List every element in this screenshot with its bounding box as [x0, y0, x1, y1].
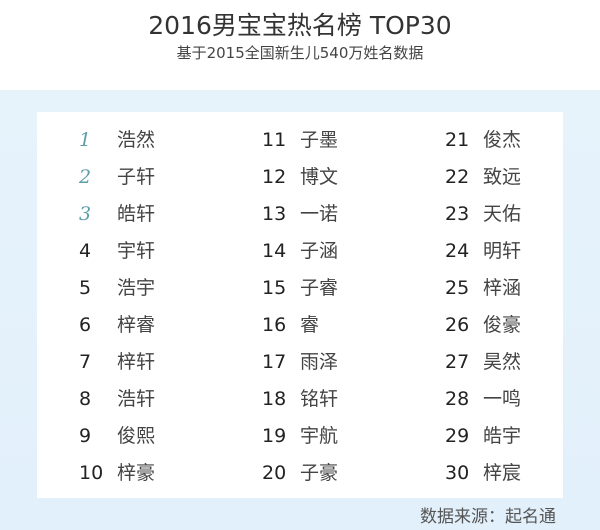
baby-name: 俊豪 — [483, 314, 522, 336]
rank-number: 16 — [262, 314, 287, 336]
rank-number: 9 — [79, 425, 92, 447]
page-subtitle: 基于2015全国新生儿540万姓名数据 — [176, 44, 424, 62]
rank-number: 13 — [262, 203, 287, 225]
rank-number: 1 — [79, 129, 92, 151]
rank-number: 5 — [79, 277, 92, 299]
rank-number: 24 — [445, 240, 470, 262]
rank-number: 15 — [262, 277, 287, 299]
rank-number: 11 — [262, 129, 287, 151]
rank-number: 3 — [79, 203, 92, 225]
baby-name: 宇轩 — [117, 240, 156, 262]
rank-number: 27 — [445, 351, 470, 373]
baby-name: 致远 — [483, 166, 522, 188]
baby-name: 明轩 — [483, 240, 522, 262]
baby-name: 睿 — [300, 314, 320, 336]
rank-number: 20 — [262, 462, 287, 484]
baby-name: 铭轩 — [300, 388, 339, 410]
page-title: 2016男宝宝热名榜 TOP30 — [148, 11, 452, 40]
rank-number: 29 — [445, 425, 470, 447]
baby-name: 梓轩 — [117, 351, 156, 373]
baby-name: 浩轩 — [117, 388, 156, 410]
baby-name: 梓睿 — [117, 314, 156, 336]
rank-number: 8 — [79, 388, 92, 410]
baby-name: 天佑 — [483, 203, 522, 225]
baby-name: 宇航 — [300, 425, 339, 447]
baby-name: 博文 — [300, 166, 339, 188]
baby-name: 梓涵 — [483, 277, 522, 299]
baby-name: 子轩 — [117, 166, 156, 188]
rank-number: 4 — [79, 240, 92, 262]
baby-name: 俊杰 — [483, 129, 522, 151]
rank-number: 26 — [445, 314, 470, 336]
baby-name: 浩然 — [117, 129, 156, 151]
rank-number: 25 — [445, 277, 470, 299]
baby-name: 子豪 — [300, 462, 339, 484]
baby-name: 皓宇 — [483, 425, 522, 447]
baby-name: 梓宸 — [483, 462, 522, 484]
rank-number: 19 — [262, 425, 287, 447]
baby-name: 梓豪 — [117, 462, 156, 484]
baby-name: 子涵 — [300, 240, 339, 262]
baby-name: 雨泽 — [300, 351, 339, 373]
baby-name: 子睿 — [300, 277, 339, 299]
rank-number: 2 — [79, 166, 92, 188]
baby-name: 子墨 — [300, 129, 339, 151]
baby-name: 浩宇 — [117, 277, 156, 299]
baby-name: 一诺 — [300, 203, 339, 225]
rank-number: 21 — [445, 129, 470, 151]
rank-number: 23 — [445, 203, 470, 225]
rank-number: 30 — [445, 462, 470, 484]
ranking-card: 1 浩然 2 子轩 3 皓轩 4 宇轩 5 浩宇 6 梓睿 7 梓轩 8 浩轩 9 俊熙 10 梓豪 11 子墨 12 博文 1… — [37, 112, 563, 498]
rank-number: 22 — [445, 166, 470, 188]
rank-number: 10 — [79, 462, 104, 484]
rank-number: 7 — [79, 351, 92, 373]
baby-name: 昊然 — [483, 351, 522, 373]
rank-number: 6 — [79, 314, 92, 336]
rank-number: 28 — [445, 388, 470, 410]
baby-name: 皓轩 — [117, 203, 156, 225]
data-source: 数据来源：起名通 — [420, 507, 556, 527]
rank-number: 17 — [262, 351, 287, 373]
rank-number: 18 — [262, 388, 287, 410]
baby-name: 俊熙 — [117, 425, 156, 447]
rank-number: 12 — [262, 166, 287, 188]
rank-number: 14 — [262, 240, 287, 262]
baby-name: 一鸣 — [483, 388, 522, 410]
